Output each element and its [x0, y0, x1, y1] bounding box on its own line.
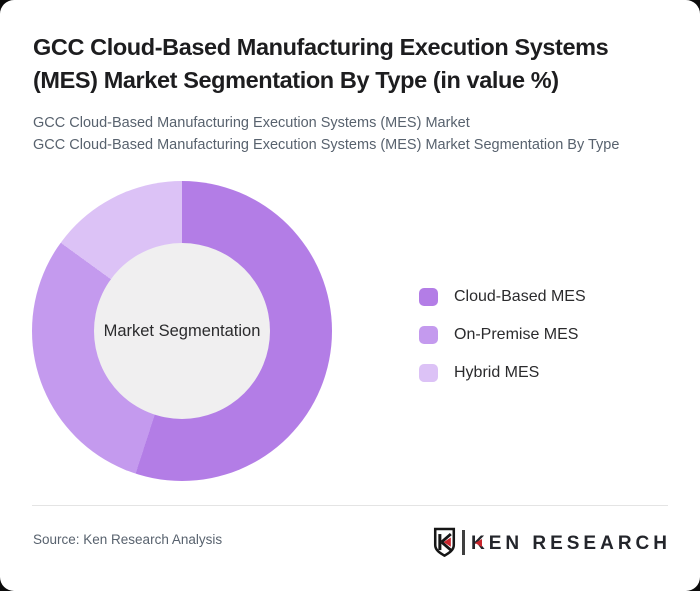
ken-research-logo: KEN RESEARCH: [431, 527, 671, 558]
page-title: GCC Cloud-Based Manufacturing Execution …: [33, 31, 609, 97]
legend-label-on-premise: On-Premise MES: [454, 326, 579, 343]
legend-label-hybrid: Hybrid MES: [454, 364, 540, 381]
chart-legend: Cloud-Based MES On-Premise MES Hybrid ME…: [419, 288, 586, 402]
legend-item-on-premise-mes: On-Premise MES: [419, 326, 586, 344]
donut-chart: Market Segmentation: [32, 181, 332, 481]
donut-hole: Market Segmentation: [94, 243, 270, 419]
logo-separator: [462, 530, 465, 555]
subtitle-line-1: GCC Cloud-Based Manufacturing Execution …: [33, 115, 470, 131]
chart-subtitle: GCC Cloud-Based Manufacturing Execution …: [33, 113, 619, 156]
footer-divider: [32, 505, 668, 506]
legend-swatch-on-premise-icon: [419, 326, 438, 344]
subtitle-line-2: GCC Cloud-Based Manufacturing Execution …: [33, 136, 620, 153]
ken-research-shield-icon: [434, 527, 456, 558]
logo-text: KEN RESEARCH: [470, 532, 671, 554]
title-line-1: GCC Cloud-Based Manufacturing Execution …: [33, 34, 609, 60]
legend-item-cloud-based-mes: Cloud-Based MES: [419, 288, 586, 306]
legend-label-cloud-based: Cloud-Based MES: [454, 288, 586, 305]
legend-item-hybrid-mes: Hybrid MES: [419, 364, 586, 382]
legend-swatch-cloud-based-icon: [419, 288, 438, 306]
legend-swatch-hybrid-icon: [419, 364, 438, 382]
logo-red-accent-icon: [475, 538, 483, 547]
logo-wordmark: KEN RESEARCH: [471, 533, 671, 553]
title-line-2: (MES) Market Segmentation By Type (in va…: [33, 67, 559, 93]
donut-center-label: Market Segmentation: [103, 321, 261, 340]
source-note: Source: Ken Research Analysis: [33, 532, 223, 547]
